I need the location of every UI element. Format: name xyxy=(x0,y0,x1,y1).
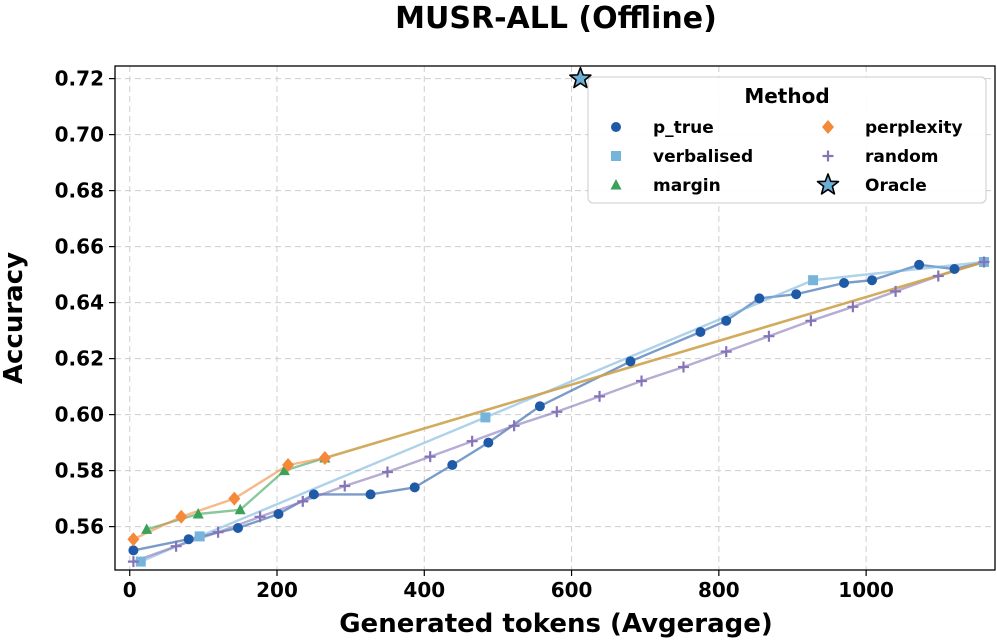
data-point-p-true xyxy=(791,289,802,300)
data-point-random xyxy=(890,285,902,297)
data-point-random xyxy=(297,495,309,507)
ticks-layer: 0 200 400 600 800 1000 0.56 0.58 0.60 0.62 0.64 0.6… xyxy=(55,67,894,602)
data-point-p-true xyxy=(483,437,494,448)
data-point-perplexity xyxy=(282,458,295,472)
x-tick-label: 200 xyxy=(256,578,298,602)
legend-label-random: random xyxy=(865,147,939,167)
markers-layer xyxy=(127,66,990,568)
data-point-p-true xyxy=(914,259,925,270)
data-point-oracle xyxy=(569,66,592,89)
y-tick-label: 0.62 xyxy=(55,347,104,371)
legend-label-margin: margin xyxy=(653,176,721,196)
data-point-random xyxy=(466,435,478,447)
y-tick-label: 0.68 xyxy=(55,179,104,203)
x-axis-label: Generated tokens (Avgerage) xyxy=(339,609,773,639)
data-point-random xyxy=(551,406,563,418)
data-point-perplexity xyxy=(127,532,140,547)
plot-frame xyxy=(114,65,996,571)
data-point-p-true xyxy=(695,327,706,337)
data-point-random xyxy=(932,270,944,282)
data-point-p-true xyxy=(365,489,376,500)
legend-label-p-true: p_true xyxy=(653,118,714,138)
data-point-p-true xyxy=(754,293,765,304)
data-point-random xyxy=(720,346,732,358)
legend-entries: p_true verbalised margin perplexity random Or… xyxy=(610,118,963,196)
y-tick-label: 0.70 xyxy=(55,123,104,147)
data-point-p-true xyxy=(625,356,636,367)
data-point-p-true xyxy=(867,275,878,286)
data-point-margin xyxy=(234,503,246,515)
data-point-verbalised xyxy=(194,531,205,542)
y-tick-label: 0.66 xyxy=(55,235,104,259)
data-point-margin xyxy=(141,523,153,534)
data-point-random xyxy=(805,315,817,327)
data-point-random xyxy=(847,301,859,313)
data-point-verbalised xyxy=(135,556,146,567)
data-point-random xyxy=(127,556,139,568)
data-point-p-true xyxy=(409,482,420,493)
y-tick-label: 0.60 xyxy=(55,403,104,427)
data-point-random xyxy=(636,375,648,387)
data-point-perplexity xyxy=(228,491,241,506)
legend-marker-p-true xyxy=(611,122,621,132)
legend-marker-perplexity xyxy=(822,120,834,134)
data-point-verbalised xyxy=(480,412,491,423)
y-tick-label: 0.58 xyxy=(55,459,104,483)
data-point-perplexity xyxy=(318,451,331,465)
data-point-random xyxy=(763,330,775,342)
legend-box xyxy=(587,76,987,204)
data-point-random xyxy=(424,451,436,463)
data-point-random xyxy=(254,511,266,523)
x-tick-label: 400 xyxy=(403,578,445,602)
x-tick-label: 600 xyxy=(551,578,593,602)
legend-label-perplexity: perplexity xyxy=(865,118,963,138)
y-tick-label: 0.56 xyxy=(55,515,104,539)
chart-title: MUSR-ALL (Offline) xyxy=(395,1,717,36)
data-point-random xyxy=(508,420,520,432)
data-point-p-true xyxy=(183,534,194,545)
data-point-p-true xyxy=(721,315,732,326)
data-point-p-true xyxy=(447,460,458,470)
legend-label-oracle: Oracle xyxy=(865,176,927,196)
data-point-random xyxy=(212,526,224,538)
data-point-random xyxy=(678,361,690,373)
data-point-perplexity xyxy=(175,509,188,524)
data-point-p-true xyxy=(839,278,850,288)
y-tick-label: 0.64 xyxy=(55,291,104,315)
legend-marker-random xyxy=(822,150,834,162)
x-tick-label: 1000 xyxy=(838,578,894,602)
y-axis-label: Accuracy xyxy=(0,252,29,384)
data-point-p-true xyxy=(308,489,319,500)
data-point-verbalised xyxy=(808,275,819,286)
data-point-random xyxy=(978,256,990,268)
data-point-p-true xyxy=(128,545,139,556)
overlay-line xyxy=(324,260,985,460)
data-point-p-true xyxy=(273,509,284,519)
data-point-p-true xyxy=(949,264,960,274)
data-point-random xyxy=(339,480,351,492)
data-point-margin xyxy=(278,464,290,476)
legend: Method p_true verbalised margin perplexity r… xyxy=(587,76,987,204)
x-tick-label: 800 xyxy=(698,578,740,602)
data-point-random xyxy=(381,466,393,478)
x-tick-label: 0 xyxy=(123,578,137,602)
data-point-margin xyxy=(192,508,204,519)
data-point-p-true xyxy=(534,401,545,412)
data-point-p-true xyxy=(232,523,243,533)
legend-marker-verbalised xyxy=(611,151,621,161)
data-point-random xyxy=(170,540,182,552)
legend-title: Method xyxy=(744,84,829,108)
data-point-random xyxy=(594,390,606,402)
legend-marker-margin xyxy=(610,179,622,190)
legend-marker-oracle xyxy=(816,173,840,195)
legend-label-verbalised: verbalised xyxy=(653,147,753,167)
y-tick-label: 0.72 xyxy=(55,67,104,91)
